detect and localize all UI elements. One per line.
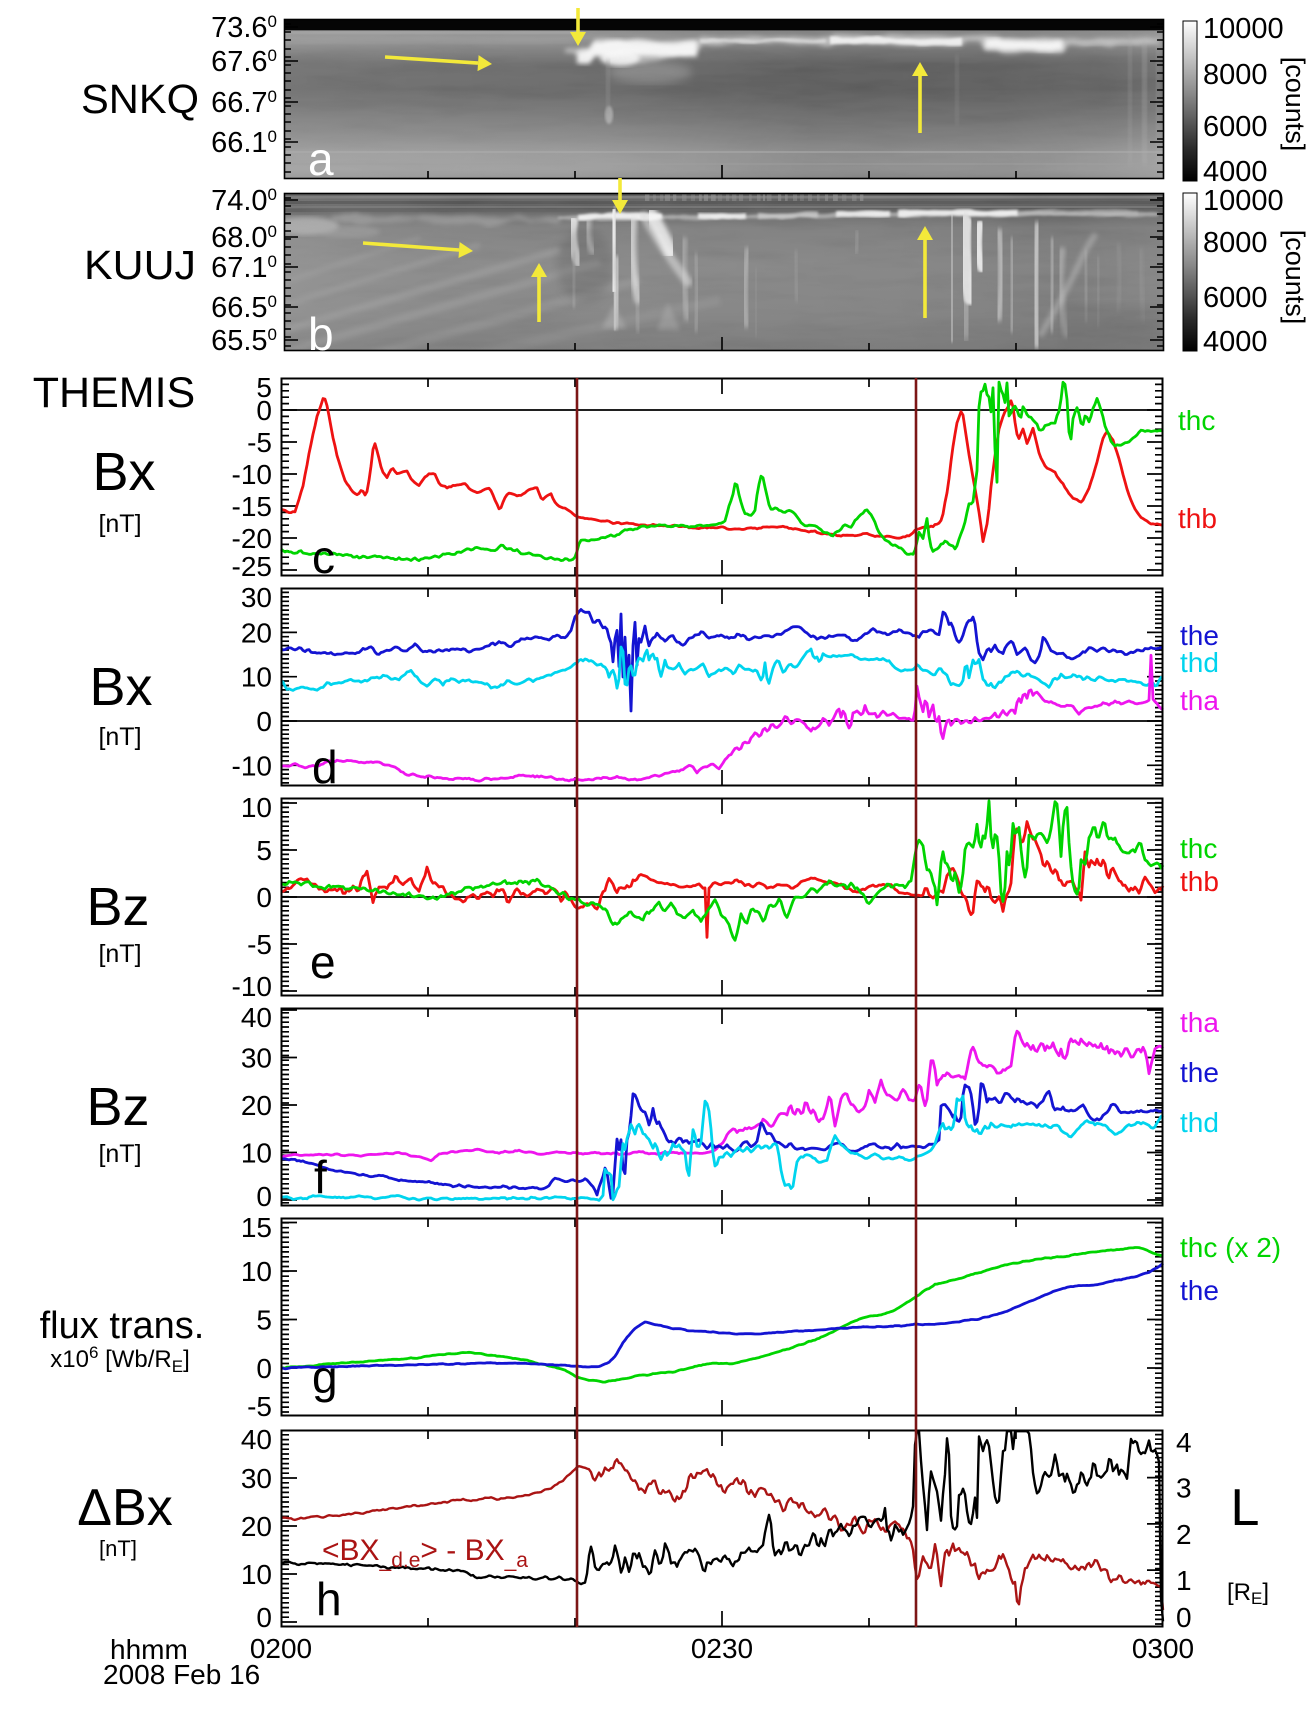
- svg-text:e: e: [310, 936, 336, 988]
- svg-text:[counts]: [counts]: [1280, 57, 1310, 152]
- svg-text:10000: 10000: [1203, 185, 1284, 217]
- svg-text:0: 0: [256, 1602, 272, 1633]
- svg-text:0200: 0200: [250, 1633, 312, 1664]
- svg-text:4000: 4000: [1203, 156, 1268, 188]
- svg-text:5: 5: [256, 835, 272, 866]
- svg-text:40: 40: [241, 1424, 272, 1455]
- svg-text:Bx: Bx: [89, 657, 152, 717]
- svg-text:10: 10: [241, 662, 272, 693]
- svg-text:L: L: [1231, 1479, 1260, 1537]
- svg-text:flux trans.: flux trans.: [40, 1305, 205, 1347]
- svg-text:a: a: [308, 133, 334, 185]
- svg-text:thd: thd: [1180, 1107, 1219, 1138]
- svg-text:-10: -10: [232, 750, 272, 781]
- svg-text:the: the: [1180, 1275, 1219, 1306]
- svg-text:2008 Feb 16: 2008 Feb 16: [103, 1659, 260, 1690]
- svg-text:0300: 0300: [1132, 1633, 1194, 1664]
- svg-text:[counts]: [counts]: [1280, 230, 1310, 325]
- svg-text:10: 10: [241, 792, 272, 823]
- svg-text:0: 0: [256, 1353, 272, 1384]
- svg-text:thc: thc: [1178, 405, 1215, 436]
- svg-text:[RE]: [RE]: [1227, 1579, 1269, 1608]
- svg-text:67.10: 67.10: [211, 252, 277, 284]
- svg-text:[nT]: [nT]: [98, 940, 141, 968]
- svg-text:15: 15: [241, 1212, 272, 1243]
- svg-text:10: 10: [241, 1256, 272, 1287]
- svg-text:10: 10: [241, 1559, 272, 1590]
- svg-text:66.50: 66.50: [211, 292, 277, 324]
- svg-text:c: c: [312, 531, 335, 583]
- svg-text:40: 40: [241, 1002, 272, 1033]
- svg-text:THEMIS: THEMIS: [33, 369, 195, 417]
- svg-text:20: 20: [241, 1090, 272, 1121]
- svg-text:hhmm: hhmm: [110, 1634, 188, 1665]
- svg-text:10: 10: [241, 1138, 272, 1169]
- svg-text:thc: thc: [1180, 833, 1217, 864]
- svg-text:Bx: Bx: [92, 442, 155, 502]
- svg-text:<BX_d.e> - BX_a: <BX_d.e> - BX_a: [322, 1534, 528, 1572]
- svg-text:74.00: 74.00: [211, 185, 277, 217]
- svg-text:KUUJ: KUUJ: [84, 242, 196, 288]
- svg-text:2: 2: [1176, 1519, 1192, 1550]
- svg-text:20: 20: [241, 617, 272, 648]
- svg-text:-25: -25: [232, 551, 272, 582]
- svg-text:66.70: 66.70: [211, 87, 277, 119]
- svg-text:4000: 4000: [1203, 326, 1268, 358]
- svg-text:[nT]: [nT]: [98, 723, 141, 751]
- svg-text:SNKQ: SNKQ: [81, 76, 199, 122]
- svg-text:30: 30: [241, 582, 272, 613]
- svg-text:tha: tha: [1180, 685, 1219, 716]
- svg-text:Bz: Bz: [86, 1077, 149, 1137]
- svg-text:thb: thb: [1178, 503, 1217, 534]
- svg-text:6000: 6000: [1203, 282, 1268, 314]
- svg-text:x106 [Wb/RE]: x106 [Wb/RE]: [50, 1343, 190, 1376]
- svg-text:30: 30: [241, 1463, 272, 1494]
- svg-text:ΔBx: ΔBx: [77, 1479, 172, 1537]
- svg-text:73.60: 73.60: [211, 12, 277, 44]
- svg-text:66.10: 66.10: [211, 127, 277, 159]
- svg-text:8000: 8000: [1203, 59, 1268, 91]
- svg-text:-5: -5: [247, 929, 272, 960]
- svg-text:d: d: [312, 741, 338, 793]
- svg-text:6000: 6000: [1203, 111, 1268, 143]
- svg-text:thb: thb: [1180, 866, 1219, 897]
- svg-text:8000: 8000: [1203, 227, 1268, 259]
- svg-text:0: 0: [256, 706, 272, 737]
- svg-text:1: 1: [1176, 1565, 1192, 1596]
- svg-text:h: h: [316, 1573, 342, 1625]
- svg-text:68.00: 68.00: [211, 222, 277, 254]
- svg-text:0: 0: [256, 1181, 272, 1212]
- svg-text:the: the: [1180, 620, 1219, 651]
- svg-text:30: 30: [241, 1043, 272, 1074]
- svg-text:-10: -10: [232, 459, 272, 490]
- svg-text:0230: 0230: [691, 1633, 753, 1664]
- svg-text:-10: -10: [232, 971, 272, 1002]
- svg-text:0: 0: [1176, 1602, 1192, 1633]
- svg-text:g: g: [312, 1351, 338, 1403]
- svg-text:-20: -20: [232, 523, 272, 554]
- svg-text:thc (x 2): thc (x 2): [1180, 1232, 1281, 1263]
- svg-text:Bz: Bz: [86, 877, 149, 937]
- svg-text:67.60: 67.60: [211, 46, 277, 78]
- svg-text:tha: tha: [1180, 1007, 1219, 1038]
- svg-text:-5: -5: [247, 1391, 272, 1422]
- svg-text:20: 20: [241, 1511, 272, 1542]
- svg-text:-15: -15: [232, 491, 272, 522]
- svg-text:5: 5: [256, 1305, 272, 1336]
- svg-text:65.50: 65.50: [211, 325, 277, 357]
- svg-text:-5: -5: [247, 427, 272, 458]
- svg-text:[nT]: [nT]: [98, 510, 141, 538]
- svg-text:[nT]: [nT]: [98, 1140, 141, 1168]
- svg-text:0: 0: [256, 395, 272, 426]
- svg-text:10000: 10000: [1203, 13, 1284, 45]
- svg-text:b: b: [308, 308, 334, 360]
- svg-text:[nT]: [nT]: [99, 1536, 137, 1561]
- svg-text:thd: thd: [1180, 647, 1219, 678]
- svg-text:4: 4: [1176, 1427, 1192, 1458]
- svg-text:3: 3: [1176, 1473, 1192, 1504]
- svg-text:the: the: [1180, 1057, 1219, 1088]
- svg-text:0: 0: [256, 882, 272, 913]
- svg-text:f: f: [314, 1151, 327, 1203]
- svg-text:5: 5: [256, 372, 272, 403]
